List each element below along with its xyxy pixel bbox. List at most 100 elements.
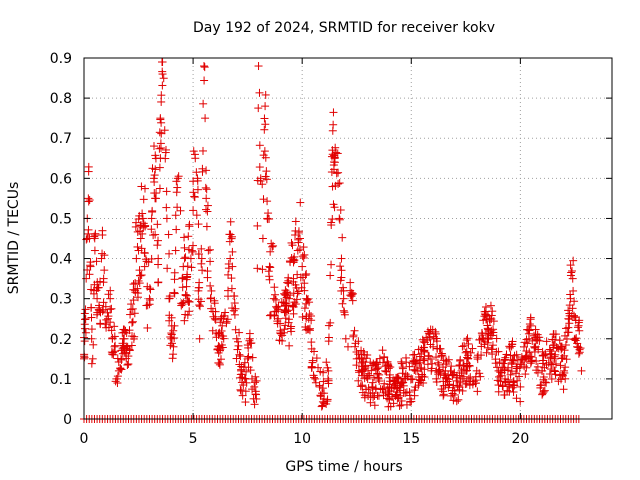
data-point bbox=[463, 334, 472, 343]
data-point bbox=[207, 286, 216, 295]
data-point bbox=[221, 308, 230, 317]
data-point bbox=[139, 223, 148, 232]
data-point bbox=[391, 392, 400, 401]
data-point bbox=[512, 362, 521, 371]
data-point bbox=[557, 344, 566, 353]
data-point bbox=[156, 115, 165, 124]
data-point bbox=[517, 353, 526, 362]
data-point bbox=[199, 146, 208, 155]
data-point bbox=[317, 402, 326, 411]
data-point bbox=[296, 273, 305, 282]
data-point bbox=[149, 142, 158, 151]
data-point bbox=[462, 366, 471, 375]
data-point bbox=[237, 370, 246, 379]
data-point bbox=[147, 225, 156, 234]
data-point bbox=[98, 230, 107, 239]
data-point bbox=[149, 231, 158, 240]
data-point bbox=[300, 279, 309, 288]
data-point bbox=[347, 292, 356, 301]
data-point bbox=[128, 318, 136, 327]
data-point bbox=[533, 362, 542, 371]
data-point bbox=[277, 298, 286, 307]
data-point bbox=[380, 379, 389, 388]
data-point bbox=[433, 358, 442, 367]
data-point bbox=[318, 384, 327, 393]
data-point bbox=[167, 321, 176, 330]
data-point bbox=[461, 380, 470, 389]
chart-title: Day 192 of 2024, SRMTID for receiver kok… bbox=[193, 20, 495, 36]
data-point bbox=[202, 166, 211, 175]
data-point bbox=[207, 304, 216, 313]
y-tick-label: 0.6 bbox=[50, 171, 72, 187]
data-point bbox=[427, 364, 436, 373]
data-point bbox=[565, 301, 574, 310]
data-point bbox=[165, 294, 174, 303]
data-point bbox=[190, 193, 199, 202]
data-point bbox=[270, 283, 279, 292]
data-point bbox=[384, 361, 393, 370]
data-point bbox=[204, 246, 213, 255]
data-point bbox=[372, 358, 381, 367]
data-point bbox=[234, 341, 243, 350]
data-point bbox=[294, 228, 303, 237]
data-point bbox=[401, 388, 410, 397]
data-point bbox=[516, 382, 525, 391]
data-point bbox=[302, 312, 311, 321]
data-point bbox=[227, 274, 236, 283]
data-point bbox=[250, 400, 259, 409]
data-point bbox=[570, 335, 579, 344]
data-point bbox=[216, 318, 225, 327]
data-point bbox=[393, 388, 402, 397]
data-point bbox=[200, 63, 209, 72]
data-point bbox=[459, 372, 468, 381]
data-point bbox=[168, 354, 177, 363]
data-point bbox=[338, 299, 347, 308]
data-point bbox=[138, 209, 147, 218]
data-point bbox=[500, 355, 509, 364]
data-point bbox=[162, 203, 171, 212]
data-point bbox=[187, 263, 196, 272]
data-point bbox=[323, 374, 332, 383]
data-point bbox=[444, 383, 453, 392]
data-point bbox=[206, 281, 215, 290]
data-point bbox=[561, 340, 570, 349]
data-point bbox=[273, 317, 282, 326]
data-point bbox=[117, 365, 126, 374]
data-point bbox=[236, 385, 245, 394]
data-point bbox=[172, 177, 181, 186]
data-point bbox=[206, 257, 215, 266]
data-point bbox=[296, 234, 304, 243]
data-point bbox=[312, 354, 321, 363]
data-point bbox=[414, 345, 423, 354]
data-point bbox=[295, 245, 304, 254]
data-point bbox=[148, 207, 157, 216]
data-point bbox=[143, 323, 152, 332]
data-point bbox=[199, 99, 208, 108]
data-point bbox=[307, 362, 316, 371]
data-point bbox=[368, 378, 377, 387]
data-point bbox=[338, 233, 347, 242]
data-point bbox=[542, 378, 551, 387]
data-point bbox=[129, 296, 138, 305]
data-point bbox=[166, 333, 175, 342]
data-point bbox=[200, 76, 209, 85]
data-point bbox=[173, 203, 182, 212]
data-point bbox=[291, 230, 300, 239]
data-point bbox=[281, 314, 290, 323]
data-point bbox=[93, 278, 102, 287]
data-point bbox=[495, 358, 504, 367]
data-point bbox=[440, 371, 449, 380]
data-point bbox=[171, 211, 180, 220]
data-point bbox=[203, 207, 212, 216]
y-tick-label: 0.3 bbox=[50, 292, 72, 308]
data-point bbox=[349, 332, 358, 341]
data-point bbox=[258, 234, 267, 243]
data-point bbox=[471, 376, 480, 385]
data-point bbox=[135, 279, 144, 288]
data-point bbox=[120, 334, 129, 343]
data-point bbox=[280, 290, 289, 299]
data-point bbox=[244, 343, 253, 352]
data-point bbox=[569, 256, 578, 265]
data-point bbox=[228, 304, 237, 313]
data-point bbox=[305, 324, 314, 333]
